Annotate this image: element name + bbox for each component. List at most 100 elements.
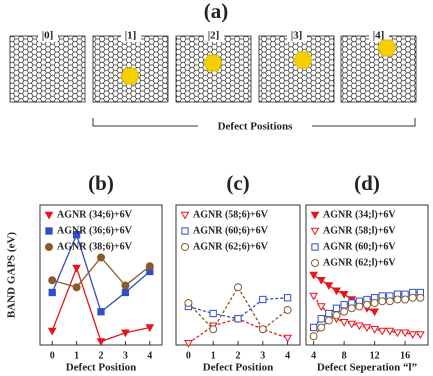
marker <box>72 283 81 292</box>
legend-label: AGNR (62;l)+6V <box>323 257 396 268</box>
marker <box>325 309 333 318</box>
series-line <box>51 266 150 343</box>
label-bg <box>121 30 141 42</box>
x-tick-label: 4 <box>311 350 316 361</box>
legend-marker <box>44 211 54 220</box>
marker <box>370 308 379 317</box>
marker <box>259 295 267 304</box>
marker <box>184 339 193 348</box>
marker <box>339 318 349 327</box>
marker <box>377 327 387 336</box>
marker <box>408 331 418 340</box>
x-tick-label: 3 <box>123 350 128 361</box>
legend-marker <box>181 227 189 235</box>
legend-marker <box>310 227 320 236</box>
x-axis-label: Defect Seperation “l” <box>317 362 417 374</box>
marker <box>121 281 130 290</box>
marker <box>416 331 425 340</box>
lattice-label: |0] <box>42 30 54 42</box>
lattice-label: |1] <box>125 30 137 42</box>
marker <box>145 324 155 333</box>
marker <box>47 327 57 336</box>
marker <box>97 253 105 262</box>
x-tick-label: 2 <box>99 350 104 361</box>
marker <box>393 295 402 304</box>
marker <box>339 290 349 299</box>
marker <box>400 329 410 338</box>
marker <box>385 327 395 336</box>
x-tick-label: 1 <box>211 350 216 361</box>
legend-label: AGNR (58;l)+6V <box>323 225 396 236</box>
marker <box>309 332 318 341</box>
x-tick-label: 0 <box>50 350 55 361</box>
marker <box>309 323 318 332</box>
x-tick-label: 4 <box>285 350 290 361</box>
legend-marker <box>45 227 53 235</box>
marker <box>355 322 364 331</box>
legend-marker <box>45 243 53 251</box>
marker <box>317 323 326 332</box>
bracket-label: Defect Positions <box>218 121 294 133</box>
marker <box>48 288 56 297</box>
x-axis-label: Defect Position <box>203 362 274 374</box>
defect <box>120 67 140 85</box>
legend-label: AGNR (58;6)+6V <box>193 209 269 220</box>
marker <box>332 304 341 312</box>
x-tick-label: 8 <box>342 350 347 361</box>
marker <box>362 324 372 333</box>
marker <box>347 320 357 329</box>
x-tick-label: 2 <box>236 350 241 361</box>
marker <box>72 264 81 273</box>
marker <box>145 262 154 271</box>
legend-label: AGNR (38;6)+6V <box>57 241 133 252</box>
lattice <box>9 35 86 103</box>
marker <box>408 293 417 302</box>
chart-title: (d) <box>354 171 380 195</box>
legend-marker <box>310 211 320 220</box>
lattice-label: |2] <box>208 30 220 42</box>
marker <box>355 302 364 311</box>
chart-title: (c) <box>226 171 249 195</box>
legend-marker <box>311 243 319 251</box>
legend-label: AGNR (36;6)+6V <box>57 225 133 236</box>
marker <box>209 325 218 334</box>
plot-frame <box>305 204 429 346</box>
marker <box>97 308 105 316</box>
legend-marker <box>311 259 319 267</box>
series-line <box>52 256 151 288</box>
defect <box>293 51 313 69</box>
marker <box>347 304 356 313</box>
marker <box>234 315 242 323</box>
marker <box>283 334 292 343</box>
legend-label: AGNR (62;6)+6V <box>193 241 269 252</box>
marker <box>283 306 292 314</box>
defect <box>377 39 397 57</box>
bracket: Defect Positions <box>92 118 416 133</box>
lattice-label: |3] <box>291 30 303 42</box>
marker <box>184 299 193 307</box>
marker <box>317 315 325 323</box>
marker <box>209 309 217 318</box>
x-tick-label: 12 <box>370 350 380 361</box>
marker <box>370 325 379 334</box>
marker <box>121 288 130 297</box>
defect <box>203 54 223 72</box>
x-tick-label: 4 <box>147 350 152 361</box>
marker <box>385 297 394 306</box>
x-tick-label: 0 <box>186 350 191 361</box>
x-axis-label: Defect Position <box>66 362 137 374</box>
marker <box>324 316 333 325</box>
marker <box>393 329 402 338</box>
lattice <box>258 35 335 103</box>
marker <box>96 338 106 347</box>
label-bg <box>369 30 389 42</box>
marker <box>363 300 371 309</box>
marker <box>309 292 318 301</box>
label-bg <box>287 30 307 42</box>
label-bg <box>38 30 58 42</box>
lattice-label: |4] <box>373 30 385 42</box>
marker <box>401 295 410 304</box>
marker <box>316 303 326 312</box>
marker <box>332 311 341 320</box>
